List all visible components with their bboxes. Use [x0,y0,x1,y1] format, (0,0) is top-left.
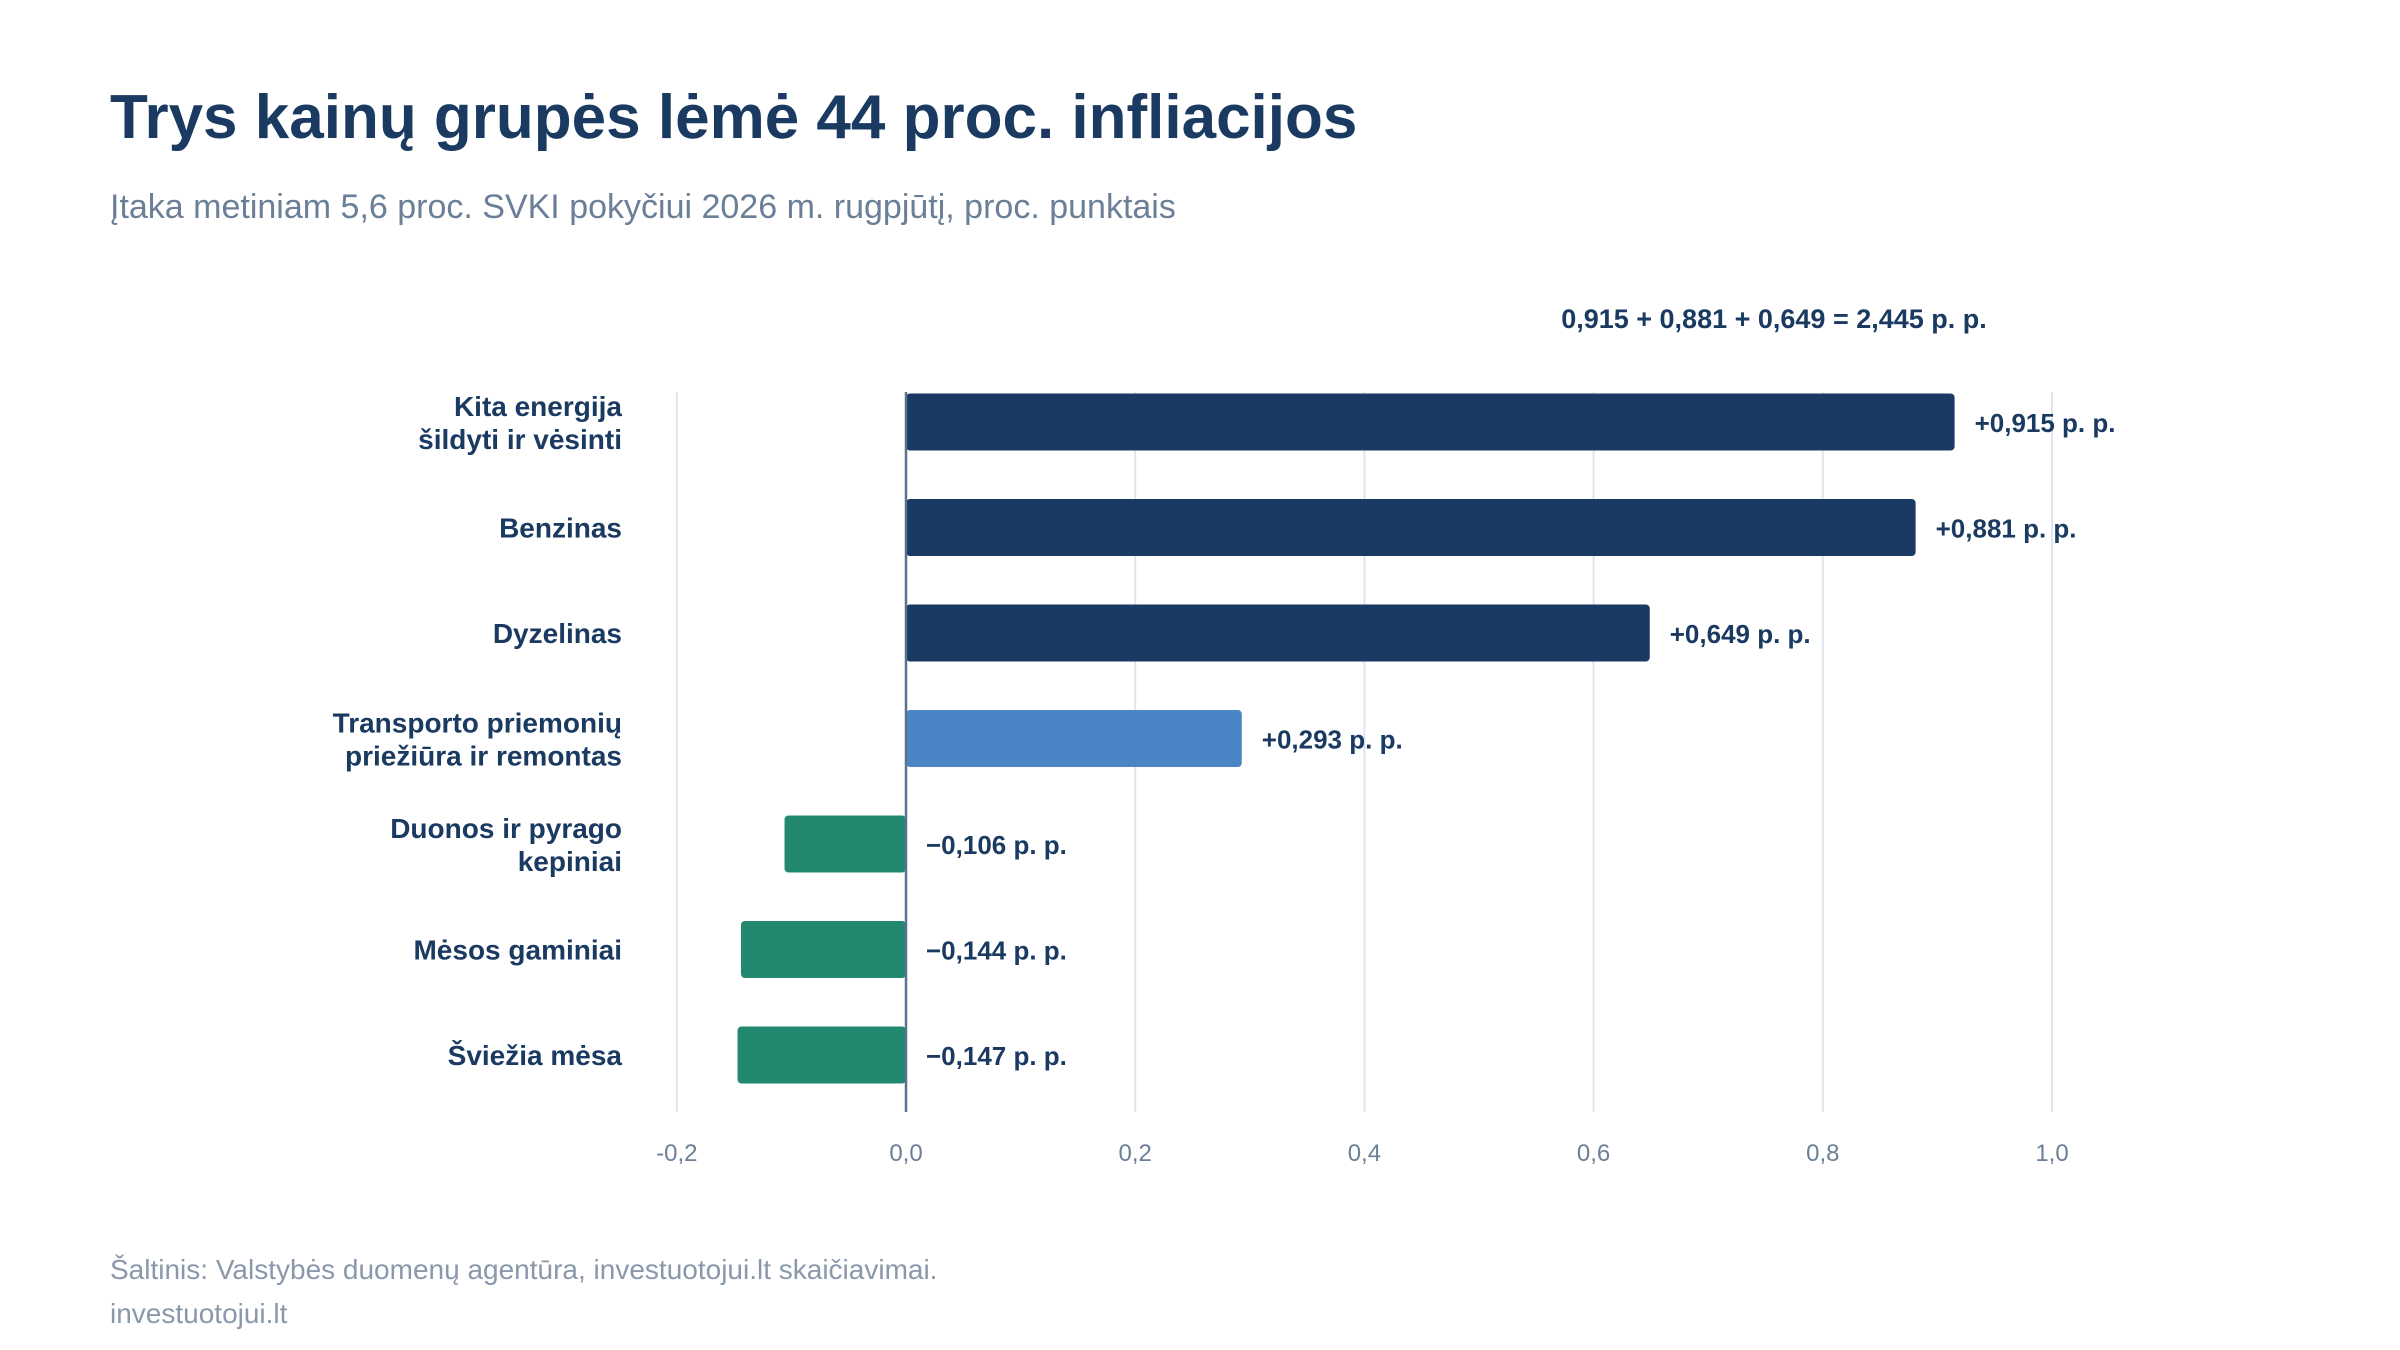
bar [906,499,1916,556]
chart-subtitle: Įtaka metiniam 5,6 proc. SVKI pokyčiui 2… [110,188,1176,226]
bar [740,921,906,978]
x-tick-label: 0,4 [1348,1140,1381,1167]
category-label: Benzinas [499,513,622,544]
x-tick-label: 0,0 [889,1140,922,1167]
category-label: Transporto priemonių priežiūra ir remonta… [333,708,622,772]
category-label: Duonos ir pyrago kepiniai [390,813,622,877]
value-label: −0,147 p. p. [926,1041,1067,1071]
value-label: +0,649 p. p. [1670,619,1811,649]
x-axis-ticks: -0,2 0,0 0,2 0,4 0,6 0,8 1,0 [656,1140,2069,1167]
x-tick-label: -0,2 [656,1140,697,1167]
value-label: +0,881 p. p. [1936,514,2077,544]
value-label: +0,293 p. p. [1262,725,1403,755]
category-label: Dyzelinas [493,618,622,649]
chart-title: Trys kainų grupės lėmė 44 proc. infliaci… [110,83,1358,152]
x-tick-label: 0,2 [1119,1140,1152,1167]
bars [737,393,1955,1084]
category-label: Kita energija šildyti ir vėsinti [418,391,622,455]
value-labels: +0,915 p. p. +0,881 p. p. +0,649 p. p. +0,2… [926,408,2115,1071]
bar [906,604,1650,662]
bar [906,393,1955,451]
bar [737,1026,906,1084]
footer-brand: investuotojui.lt [110,1298,288,1329]
footer-source: Šaltinis: Valstybės duomenų agentūra, in… [110,1254,938,1285]
sum-annotation: 0,915 + 0,881 + 0,649 = 2,445 p. p. [1561,304,1987,334]
category-labels: Kita energija šildyti ir vėsinti Benzinas D… [333,391,623,1071]
x-tick-label: 1,0 [2035,1140,2068,1167]
value-label: −0,144 p. p. [926,936,1067,966]
x-tick-label: 0,6 [1577,1140,1610,1167]
bar [784,815,906,873]
value-label: +0,915 p. p. [1975,408,2116,438]
category-label: Šviežia mėsa [448,1039,623,1071]
value-label: −0,106 p. p. [926,830,1067,860]
x-tick-label: 0,8 [1806,1140,1839,1167]
category-label: Mėsos gaminiai [413,935,622,966]
bar [906,710,1242,767]
